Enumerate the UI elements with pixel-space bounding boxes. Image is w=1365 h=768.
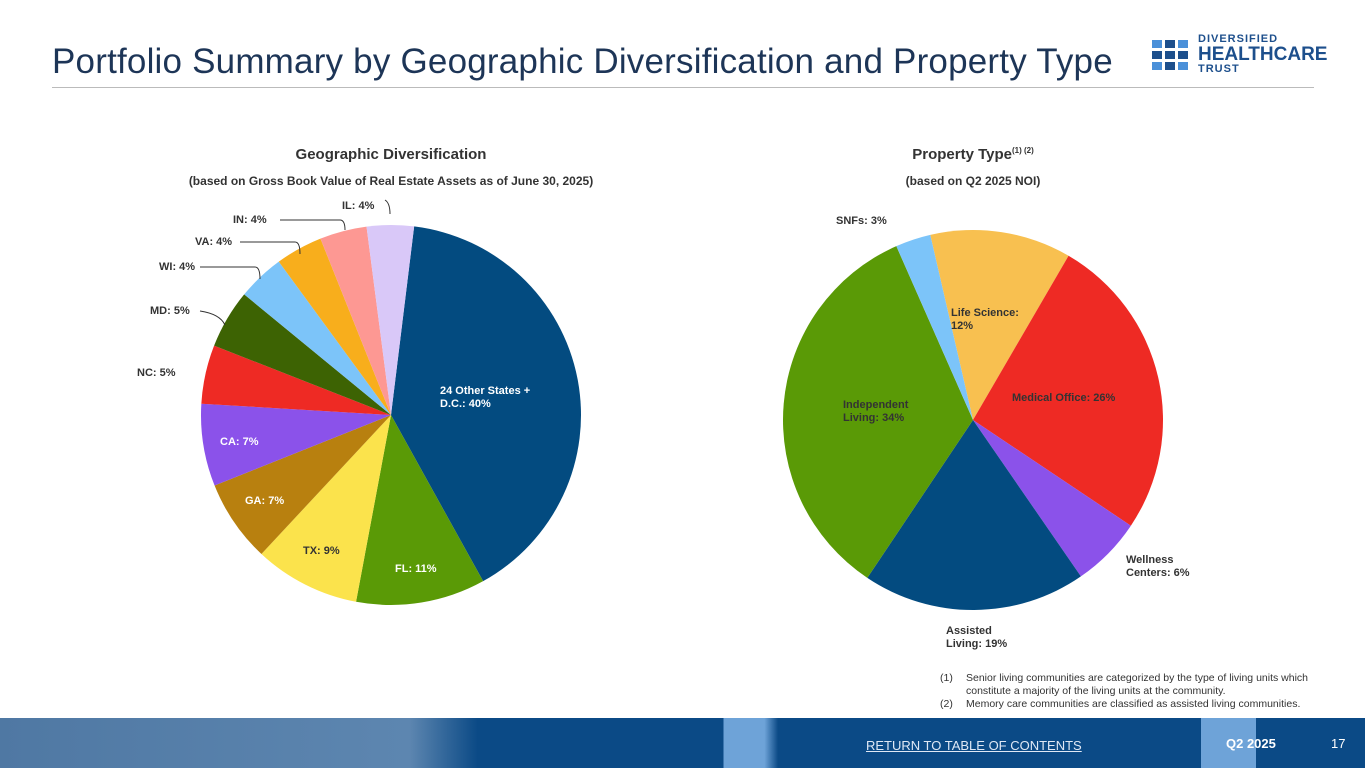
company-logo: DIVERSIFIED HEALTHCARE TRUST: [1152, 34, 1327, 75]
footnote-text: Memory care communities are classified a…: [966, 698, 1301, 710]
footnote-number: (1): [940, 672, 953, 684]
pie-slice-24-other-states-d-c-: [391, 226, 582, 582]
leader-lines: [199, 199, 391, 326]
pie-slice-md: [214, 294, 391, 415]
leader-line-va: [240, 241, 301, 255]
pie-slice-wi: [244, 261, 391, 415]
chart1-subtitle: (based on Gross Book Value of Real Estat…: [188, 174, 594, 188]
chart2-title-text: Property Type: [912, 146, 1012, 163]
label-ga: GA: 7%: [245, 495, 285, 507]
pie-slice-life-science: [930, 230, 1069, 420]
pie-slice-assisted-living: [867, 420, 1081, 610]
footnote-text: Senior living communities are categorize…: [966, 672, 1309, 697]
label-nc: NC: 5%: [137, 367, 176, 379]
label-life-science: Life Science: 12%: [951, 307, 1019, 332]
pie-slice-medical-office: [973, 255, 1163, 526]
title-divider: [52, 87, 1314, 88]
pie-slice-in: [320, 226, 391, 415]
logo-line-2: HEALTHCARE: [1198, 44, 1328, 65]
page-number: 17: [1331, 736, 1346, 751]
chart1-title: Geographic Diversification: [295, 146, 487, 163]
label-assisted-living: Assisted Living: 19%: [946, 625, 1008, 650]
label-ca: CA: 7%: [220, 436, 259, 448]
page-title: Portfolio Summary by Geographic Diversif…: [52, 42, 1113, 81]
return-to-toc-link[interactable]: RETURN TO TABLE OF CONTENTS: [866, 738, 1082, 753]
chart2-title-superscript: (1) (2): [1011, 146, 1034, 155]
pie-slice-snfs: [896, 234, 973, 420]
label-fl: FL: 11%: [395, 563, 437, 575]
pie-slice-tx: [261, 415, 391, 602]
label-tx: TX: 9%: [303, 545, 340, 557]
logo-line-1: DIVERSIFIED: [1198, 33, 1279, 45]
pie-slice-va: [278, 238, 391, 415]
label-md: MD: 5%: [150, 305, 190, 317]
label-snfs: SNFs: 3%: [836, 215, 887, 227]
pie-slice-fl: [356, 415, 484, 605]
leader-line-md: [199, 310, 226, 326]
footer-banner: [0, 718, 1365, 768]
leader-line-wi: [200, 266, 261, 280]
footnote-number: (2): [940, 698, 953, 710]
geographic-pie: [200, 225, 582, 605]
label-independent-living: Independent Living: 34%: [843, 399, 909, 424]
label-medical-office: Medical Office: 26%: [1012, 392, 1116, 404]
leader-line-in: [280, 219, 346, 231]
pie-slice-wellness-centers: [973, 420, 1131, 577]
label-il: IL: 4%: [342, 200, 375, 212]
footnote-2: (2) Memory care communities are classifie…: [940, 698, 1346, 711]
property-type-pie: [783, 230, 1163, 610]
logo-line-3: TRUST: [1198, 63, 1240, 75]
label-in: IN: 4%: [233, 214, 267, 226]
label-other-states: 24 Other States + D.C.: 40%: [440, 385, 531, 410]
footnote-1: (1) Senior living communities are categor…: [940, 672, 1346, 698]
label-wi: WI: 4%: [159, 261, 196, 273]
quarter-label: Q2 2025: [1226, 736, 1276, 751]
chart2-title: Property Type(1) (2): [873, 146, 1073, 163]
pie-slice-il: [366, 225, 415, 415]
pie-slice-independent-living: [783, 246, 973, 578]
footnotes: (1) Senior living communities are categor…: [940, 672, 1346, 711]
leader-line-il: [384, 199, 391, 215]
label-wellness-centers: Wellness Centers: 6%: [1126, 554, 1190, 579]
pie-slice-ga: [214, 415, 391, 554]
logo-mark-icon: [1152, 39, 1188, 70]
label-va: VA: 4%: [195, 236, 233, 248]
pie-slice-nc: [201, 345, 391, 415]
pie-slice-ca: [200, 403, 391, 486]
chart2-subtitle: (based on Q2 2025 NOI): [905, 174, 1041, 188]
